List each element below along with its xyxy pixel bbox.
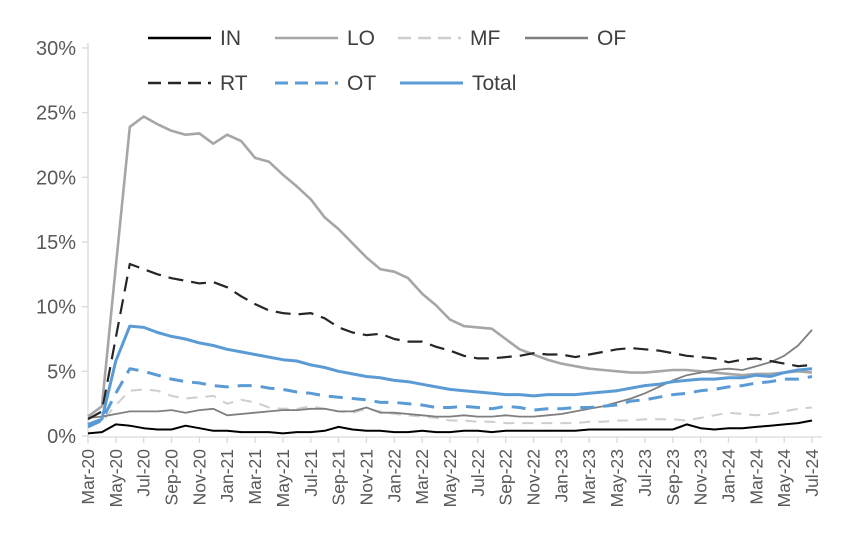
series-line-total <box>87 324 813 426</box>
x-tick-label: Nov-22 <box>524 449 544 505</box>
x-tick-label: Jan-23 <box>551 449 571 503</box>
x-tick-label: Nov-21 <box>356 449 376 505</box>
x-tick-label: Jan-21 <box>217 449 237 503</box>
y-tick-label: 20% <box>36 167 76 189</box>
legend-label: RT <box>220 72 248 95</box>
y-tick-label: 30% <box>36 38 76 60</box>
x-tick-label: Sep-20 <box>162 449 182 506</box>
legend-item-lo: LO <box>275 27 375 50</box>
legend-item-rt: RT <box>148 72 248 95</box>
series-line-ot <box>87 367 813 429</box>
x-tick-label: Jan-24 <box>718 449 738 503</box>
legend-item-total: Total <box>400 72 516 95</box>
x-tick-label: May-20 <box>106 449 126 508</box>
y-tick-label: 10% <box>36 297 76 319</box>
legend-item-ot: OT <box>275 72 376 95</box>
legend-label: OT <box>347 72 376 95</box>
legend-item-in: IN <box>148 27 241 50</box>
legend-label: Total <box>472 72 516 95</box>
series-line-mf <box>87 388 813 426</box>
x-tick-label: Sep-23 <box>663 449 683 505</box>
y-tick-label: 5% <box>47 361 76 383</box>
legend-item-mf: MF <box>398 27 500 50</box>
x-tick-label: Nov-23 <box>691 449 711 505</box>
x-tick-label: Mar-23 <box>579 449 599 504</box>
x-tick-label: May-23 <box>607 449 627 507</box>
legend-label: LO <box>347 27 375 50</box>
y-tick-label: 25% <box>36 103 76 125</box>
x-tick-label: Sep-21 <box>329 449 349 505</box>
legend-label: IN <box>220 27 241 50</box>
series-line-in <box>87 419 813 435</box>
x-tick-label: Mar-22 <box>412 449 432 504</box>
legend-label: OF <box>597 27 626 50</box>
x-tick-label: Jul-22 <box>468 449 488 497</box>
x-tick-label: Jul-23 <box>635 449 655 497</box>
x-tick-label: Jul-24 <box>802 449 822 497</box>
x-tick-label: Mar-20 <box>78 449 98 505</box>
y-tick-label: 15% <box>36 232 76 254</box>
x-tick-label: Jul-20 <box>134 449 154 497</box>
x-tick-label: Nov-20 <box>189 449 209 506</box>
x-tick-label: Sep-22 <box>496 449 516 505</box>
x-tick-label: Mar-24 <box>746 449 766 505</box>
legend-item-of: OF <box>525 27 626 50</box>
x-tick-label: May-24 <box>774 449 794 508</box>
x-tick-label: Jan-22 <box>384 449 404 503</box>
y-tick-label: 0% <box>47 426 76 448</box>
x-tick-label: May-22 <box>440 449 460 507</box>
series-line-of <box>87 329 813 419</box>
legend-label: MF <box>470 27 500 50</box>
series-line-rt <box>87 262 813 421</box>
x-tick-label: May-21 <box>273 449 293 507</box>
series-line-lo <box>87 115 813 418</box>
x-tick-label: Jul-21 <box>301 449 321 497</box>
x-tick-label: Mar-21 <box>245 449 265 504</box>
